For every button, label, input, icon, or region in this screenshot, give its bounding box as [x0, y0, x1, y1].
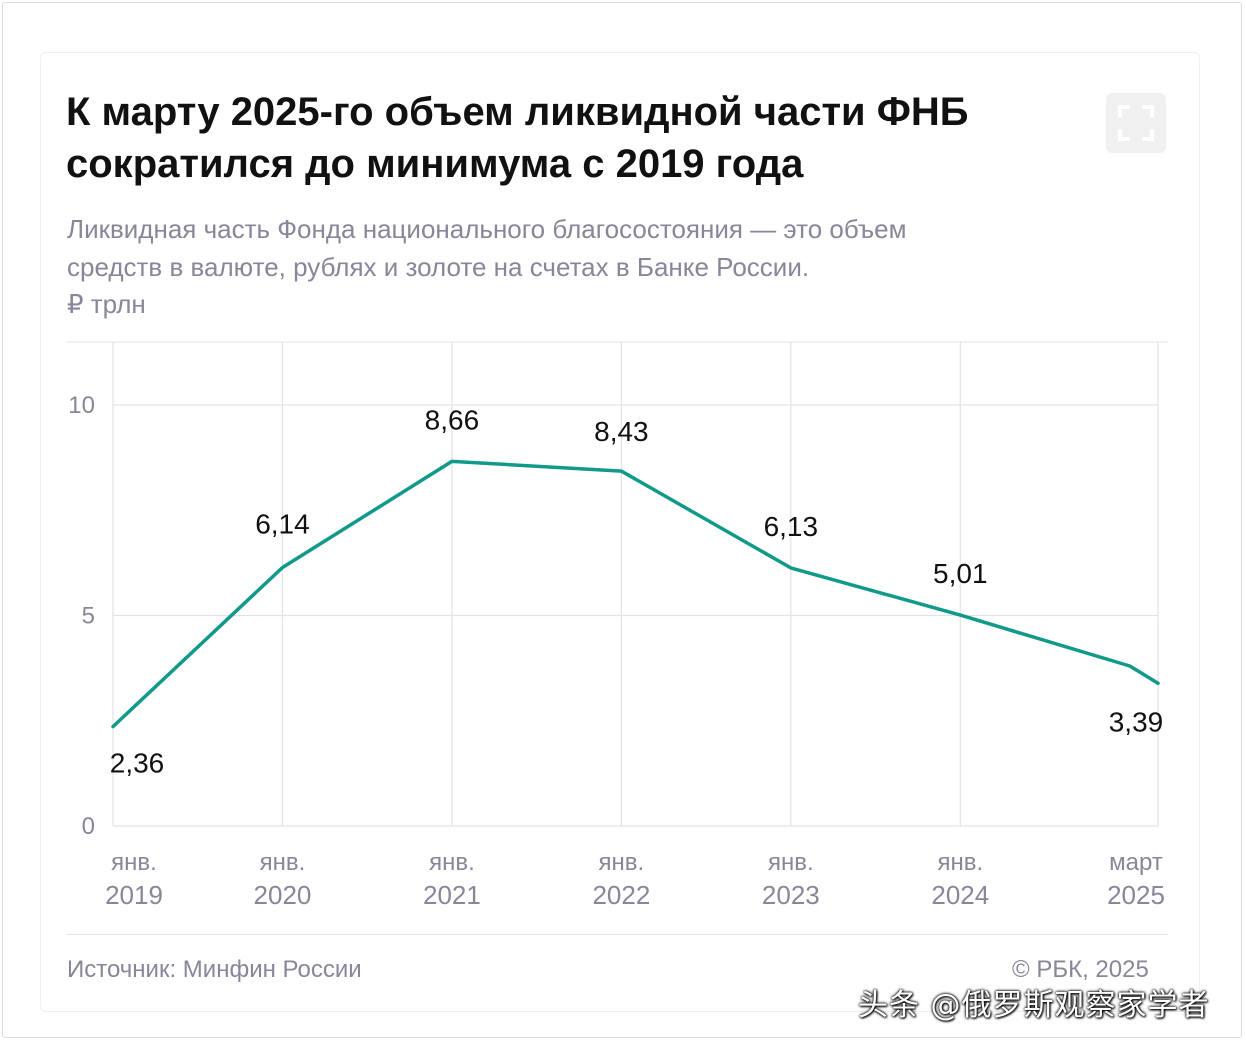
series-line — [111, 459, 1160, 729]
chart-subtitle: Ликвидная часть Фонда национального благ… — [67, 210, 1127, 286]
subtitle-line-1: Ликвидная часть Фонда национального благ… — [67, 214, 907, 244]
x-axis-ticks: янв. 2019 янв. 2020 янв. 2021 янв. 2022 янв. 2023… — [105, 849, 1165, 910]
data-label: 8,66 — [425, 404, 480, 435]
chart-title: К марту 2025-го объем ликвидной части ФН… — [66, 86, 1136, 190]
footer-divider — [66, 934, 1168, 935]
data-label: 3,39 — [1109, 706, 1164, 737]
x-tick-label-month: янв. — [429, 849, 475, 876]
data-label: 8,43 — [594, 416, 649, 447]
title-line-2: сократился до минимума с 2019 года — [66, 142, 804, 186]
data-label: 2,36 — [110, 748, 165, 779]
expand-button[interactable] — [1106, 93, 1166, 153]
y-tick-label: 10 — [68, 392, 95, 419]
data-label: 6,14 — [255, 509, 310, 540]
x-tick-label-year: 2023 — [762, 880, 820, 910]
chart-card — [40, 52, 1200, 1012]
data-label: 6,13 — [764, 511, 819, 542]
chart-grid — [66, 341, 1168, 827]
subtitle-line-2: средств в валюте, рублях и золоте на сче… — [67, 252, 810, 282]
y-tick-label: 5 — [82, 603, 95, 630]
source-note: Источник: Минфин России — [67, 956, 362, 983]
x-tick-label-year: 2021 — [423, 880, 481, 910]
title-line-1: К марту 2025-го объем ликвидной части ФН… — [66, 90, 969, 134]
x-tick-label-month: март — [1109, 849, 1163, 876]
x-tick-label-year: 2025 — [1107, 880, 1165, 910]
x-tick-label-month: янв. — [111, 849, 157, 876]
y-axis-ticks: 0 5 10 — [68, 392, 95, 840]
watermark-text: 头条 @俄罗斯观察家学者 — [858, 988, 1210, 1023]
x-tick-label-year: 2020 — [254, 880, 312, 910]
x-tick-label-month: янв. — [260, 849, 306, 876]
x-tick-label-month: янв. — [768, 849, 814, 876]
chart-series — [111, 459, 1160, 729]
x-tick-label-year: 2022 — [592, 880, 650, 910]
copyright-note: © РБК, 2025 — [1012, 956, 1149, 983]
x-tick-label-month: янв. — [937, 849, 983, 876]
data-labels: 2,36 6,14 8,66 8,43 6,13 5,01 3,39 — [110, 404, 1163, 778]
data-label: 5,01 — [933, 558, 988, 589]
x-tick-label-year: 2024 — [931, 880, 989, 910]
x-tick-label-month: янв. — [599, 849, 645, 876]
x-tick-label-year: 2019 — [105, 880, 163, 910]
expand-icon — [1118, 105, 1154, 141]
y-tick-label: 0 — [82, 813, 95, 840]
unit-label: ₽ трлн — [67, 289, 146, 319]
